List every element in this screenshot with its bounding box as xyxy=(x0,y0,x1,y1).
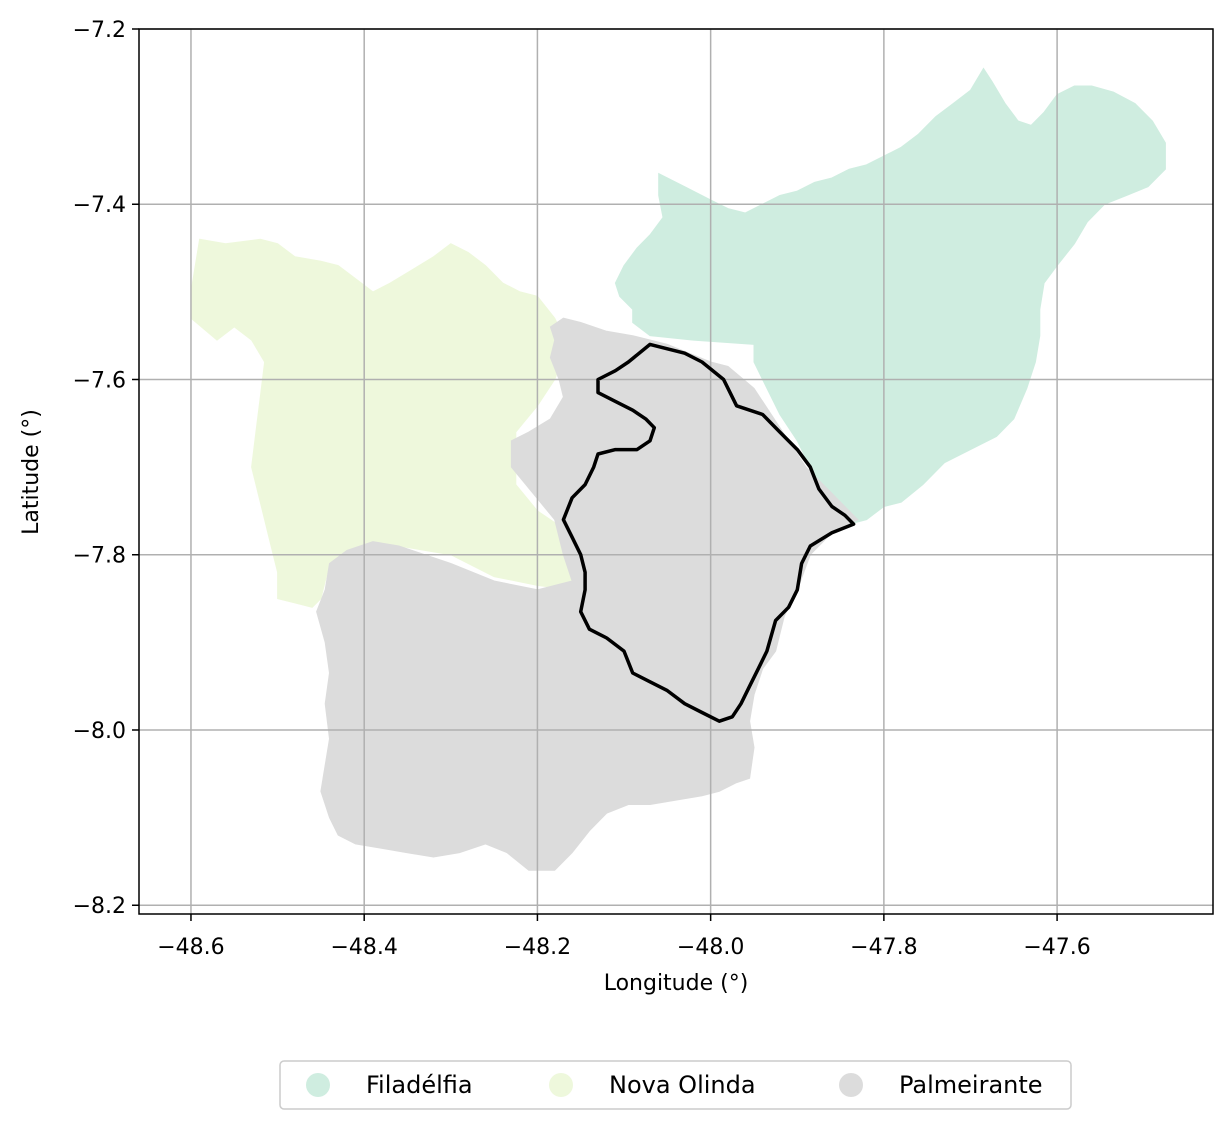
x-axis-label: Longitude (°) xyxy=(604,971,749,996)
legend-swatch-1 xyxy=(549,1073,573,1097)
legend-label-2: Palmeirante xyxy=(899,1071,1043,1099)
x-tick-label-3: −48.0 xyxy=(677,935,744,960)
x-tick-label-2: −48.2 xyxy=(504,935,571,960)
x-ticks: −48.6 −48.4 −48.2 −48.0 −47.8 −47.6 xyxy=(157,914,1091,960)
legend-swatch-0 xyxy=(306,1073,330,1097)
region-filad-lfia xyxy=(614,67,1166,525)
y-tick-label-0: −7.2 xyxy=(73,18,126,43)
x-tick-label-0: −48.6 xyxy=(157,935,224,960)
x-tick-label-4: −47.8 xyxy=(850,935,917,960)
legend: Filadélfia Nova Olinda Palmeirante xyxy=(279,1060,1072,1110)
region-layer xyxy=(190,67,1166,871)
y-tick-label-2: −7.6 xyxy=(73,368,126,393)
y-ticks: −7.2 −7.4 −7.6 −7.8 −8.0 −8.2 xyxy=(73,18,139,919)
y-tick-label-5: −8.2 xyxy=(73,894,126,919)
x-tick-label-5: −47.6 xyxy=(1023,935,1090,960)
y-axis-label: Latitude (°) xyxy=(19,409,44,535)
legend-swatch-2 xyxy=(839,1073,863,1097)
study-area-boundary xyxy=(561,342,856,723)
y-tick-label-3: −7.8 xyxy=(73,544,126,569)
legend-label-0: Filadélfia xyxy=(366,1071,473,1099)
plot-frame xyxy=(138,28,1214,915)
legend-frame xyxy=(279,1060,1072,1110)
region-palmeirante xyxy=(316,317,859,871)
boundary-layer xyxy=(561,342,856,723)
legend-label-1: Nova Olinda xyxy=(609,1071,756,1099)
y-tick-label-4: −8.0 xyxy=(73,719,126,744)
y-tick-label-1: −7.4 xyxy=(73,193,126,218)
x-tick-label-1: −48.4 xyxy=(330,935,397,960)
